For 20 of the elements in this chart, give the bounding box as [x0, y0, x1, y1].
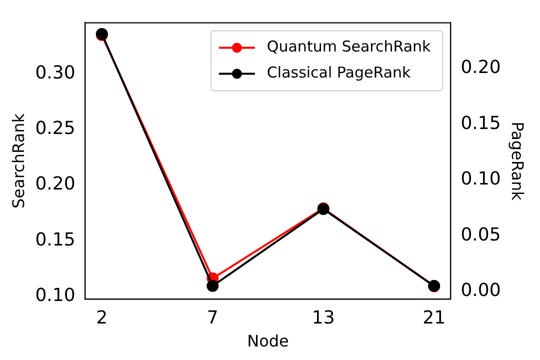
x-tick-label: 21: [422, 308, 446, 329]
y-tick-label: 0.15: [35, 229, 76, 250]
y-tick-label: 0.20: [35, 174, 76, 195]
y-tick-label: 0.25: [35, 118, 76, 140]
x-tick-label: 13: [312, 308, 335, 329]
legend-label: Classical PageRank: [266, 64, 412, 82]
legend-label: Quantum SearchRank: [266, 38, 432, 56]
x-tick-label: 2: [96, 308, 108, 329]
y2-axis-title: PageRank: [508, 122, 528, 202]
y2-tick-label: 0.05: [460, 224, 501, 246]
y-tick-label: 0.10: [35, 284, 76, 306]
y2-tick-label: 0.00: [460, 280, 501, 302]
y2-tick-label: 0.20: [460, 57, 501, 78]
point: [206, 280, 219, 292]
x-tick-label: 7: [206, 308, 218, 329]
y-axis-title: SearchRank: [8, 112, 28, 208]
y-tick-label: 0.30: [35, 62, 76, 84]
y2-tick-label: 0.10: [460, 168, 501, 190]
y2-tick-label: 0.15: [460, 112, 501, 134]
x-axis-title: Node: [247, 332, 289, 351]
